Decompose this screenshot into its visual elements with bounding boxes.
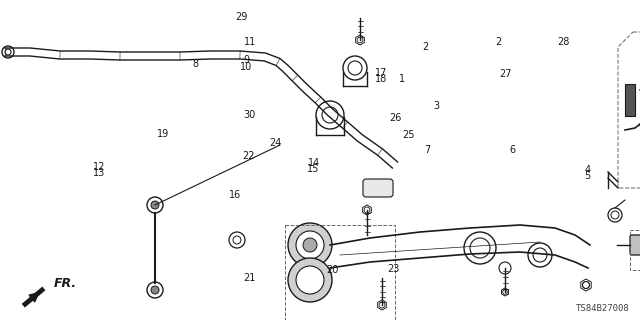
- Text: 18: 18: [374, 74, 387, 84]
- Text: 8: 8: [192, 59, 198, 69]
- Text: 25: 25: [402, 130, 415, 140]
- Circle shape: [499, 262, 511, 274]
- Text: 24: 24: [269, 138, 282, 148]
- Circle shape: [5, 49, 11, 55]
- Circle shape: [316, 101, 344, 129]
- Text: 15: 15: [307, 164, 320, 174]
- Polygon shape: [356, 35, 364, 45]
- Text: 28: 28: [557, 36, 570, 47]
- Circle shape: [322, 107, 338, 123]
- Circle shape: [502, 290, 508, 294]
- Text: 6: 6: [509, 145, 515, 155]
- Text: 3: 3: [433, 101, 440, 111]
- Circle shape: [608, 208, 622, 222]
- Circle shape: [233, 236, 241, 244]
- FancyBboxPatch shape: [630, 235, 640, 255]
- Circle shape: [611, 211, 619, 219]
- Circle shape: [357, 37, 363, 43]
- Circle shape: [147, 282, 163, 298]
- Text: 26: 26: [389, 113, 402, 124]
- Circle shape: [151, 201, 159, 209]
- Text: 2: 2: [422, 42, 429, 52]
- Circle shape: [296, 231, 324, 259]
- Circle shape: [288, 223, 332, 267]
- Polygon shape: [363, 205, 371, 215]
- Polygon shape: [378, 300, 387, 310]
- Text: 12: 12: [93, 162, 106, 172]
- Text: 5: 5: [584, 171, 591, 181]
- Circle shape: [364, 207, 370, 213]
- Circle shape: [303, 238, 317, 252]
- Text: 30: 30: [243, 109, 256, 120]
- Text: 22: 22: [242, 151, 255, 161]
- Text: 4: 4: [584, 164, 591, 175]
- Text: 9: 9: [243, 55, 250, 65]
- Text: 23: 23: [387, 264, 400, 275]
- Circle shape: [296, 266, 324, 294]
- Circle shape: [151, 286, 159, 294]
- Text: 11: 11: [243, 36, 256, 47]
- Text: 27: 27: [499, 69, 512, 79]
- Text: 7: 7: [424, 145, 431, 156]
- Circle shape: [582, 282, 589, 289]
- Circle shape: [2, 46, 14, 58]
- Text: 17: 17: [374, 68, 387, 78]
- Polygon shape: [581, 279, 591, 291]
- Text: 16: 16: [229, 189, 242, 200]
- Circle shape: [533, 248, 547, 262]
- Text: 1: 1: [399, 74, 405, 84]
- Text: FR.: FR.: [53, 277, 77, 290]
- Circle shape: [147, 197, 163, 213]
- Text: TS84B27008: TS84B27008: [576, 304, 630, 313]
- Circle shape: [348, 61, 362, 75]
- Circle shape: [288, 258, 332, 302]
- Text: 20: 20: [326, 265, 339, 276]
- Circle shape: [464, 232, 496, 264]
- Circle shape: [379, 302, 385, 308]
- Polygon shape: [502, 288, 508, 296]
- Text: 10: 10: [240, 62, 253, 72]
- Text: 21: 21: [243, 273, 256, 284]
- Text: 29: 29: [236, 12, 248, 22]
- Text: 14: 14: [307, 157, 320, 168]
- Circle shape: [343, 56, 367, 80]
- Circle shape: [470, 238, 490, 258]
- FancyBboxPatch shape: [363, 179, 393, 197]
- Text: 2: 2: [495, 36, 501, 47]
- FancyBboxPatch shape: [625, 84, 635, 116]
- Circle shape: [528, 243, 552, 267]
- Text: 19: 19: [157, 129, 170, 140]
- Text: 13: 13: [93, 168, 106, 179]
- Circle shape: [229, 232, 245, 248]
